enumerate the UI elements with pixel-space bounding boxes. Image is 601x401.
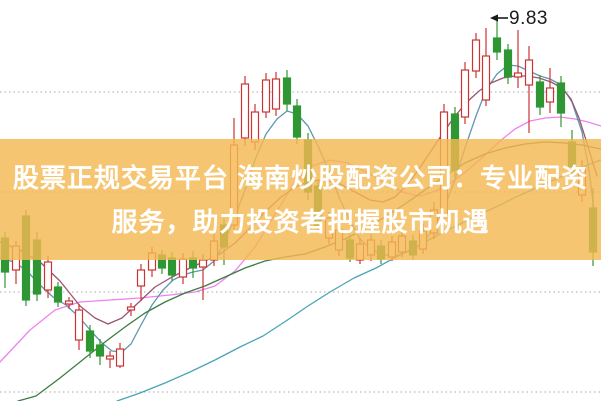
promo-banner: 股票正规交易平台 海南炒股配资公司：专业配资 服务，助力投资者把握股市机遇 bbox=[0, 139, 601, 260]
candle-body bbox=[250, 111, 260, 143]
candle-body bbox=[524, 59, 534, 86]
candle-body bbox=[481, 55, 491, 101]
candle-body bbox=[53, 286, 63, 303]
candle-body bbox=[271, 78, 281, 110]
candle-body bbox=[492, 37, 502, 53]
candle-body bbox=[292, 105, 302, 138]
candle-body bbox=[240, 83, 250, 139]
candle-body bbox=[74, 309, 84, 341]
candle-body bbox=[167, 257, 177, 276]
candle-body bbox=[261, 79, 271, 113]
candle-body bbox=[115, 348, 125, 367]
candle-body bbox=[471, 39, 481, 72]
candle-body bbox=[460, 69, 470, 118]
candle-body bbox=[503, 49, 513, 78]
candle-body bbox=[556, 82, 566, 114]
candle-body bbox=[85, 330, 95, 352]
candle-body bbox=[43, 261, 53, 291]
promo-banner-line1: 股票正规交易平台 海南炒股配资公司：专业配资 bbox=[12, 162, 589, 193]
high-price-label: 9.83 bbox=[509, 8, 548, 29]
candle-body bbox=[126, 306, 136, 311]
left-arrow-icon bbox=[490, 14, 498, 22]
candle-body bbox=[535, 81, 545, 108]
candle-body bbox=[178, 258, 188, 278]
candle-body bbox=[136, 269, 146, 287]
candle-body bbox=[282, 77, 292, 105]
candle-body bbox=[95, 344, 105, 357]
candle-body bbox=[198, 259, 208, 268]
candle-body bbox=[64, 300, 74, 305]
candle-body bbox=[513, 72, 523, 78]
candle-body bbox=[545, 87, 555, 103]
candle-body bbox=[105, 355, 115, 360]
promo-banner-line2: 服务，助力投资者把握股市机遇 bbox=[111, 206, 490, 237]
